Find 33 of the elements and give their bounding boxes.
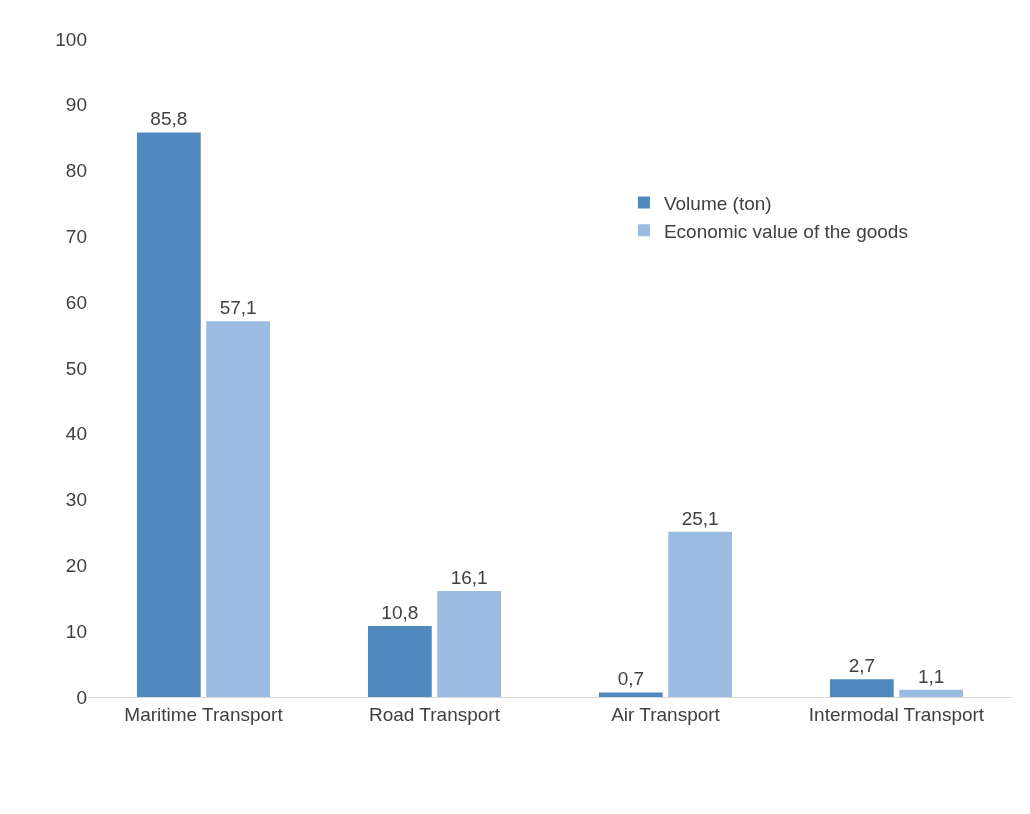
- bar: [668, 531, 733, 697]
- y-tick-label: 20: [65, 555, 87, 577]
- data-label: 0,7: [617, 668, 645, 690]
- bar: [829, 679, 894, 697]
- y-tick-label: 60: [65, 291, 87, 313]
- y-tick-label: 0: [76, 686, 87, 708]
- data-label: 2,7: [848, 655, 876, 677]
- x-tick-label: Maritime Transport: [124, 703, 284, 725]
- data-label: 25,1: [681, 507, 719, 529]
- y-tick-label: 50: [65, 357, 87, 379]
- bar: [598, 692, 663, 697]
- y-tick-label: 10: [65, 620, 87, 642]
- y-tick-label: 90: [65, 94, 87, 116]
- x-tick-label: Intermodal Transport: [808, 703, 985, 725]
- bar: [899, 689, 964, 697]
- bar: [437, 591, 502, 697]
- data-label: 1,1: [917, 665, 945, 687]
- y-tick-label: 40: [65, 423, 87, 445]
- x-tick-label: Road Transport: [369, 703, 501, 725]
- legend-label: Volume (ton): [663, 193, 772, 215]
- y-tick-label: 30: [65, 489, 87, 511]
- data-label: 16,1: [450, 567, 488, 589]
- data-label: 85,8: [150, 108, 188, 130]
- data-label: 57,1: [219, 297, 257, 319]
- y-tick-label: 80: [65, 160, 87, 182]
- y-tick-label: 70: [65, 226, 87, 248]
- x-tick-label: Air Transport: [611, 703, 721, 725]
- legend-label: Economic value of the goods: [663, 220, 908, 242]
- data-label: 10,8: [381, 601, 419, 623]
- y-tick-label: 100: [55, 28, 87, 50]
- bar: [136, 132, 201, 697]
- bar: [206, 321, 271, 697]
- bar: [367, 625, 432, 697]
